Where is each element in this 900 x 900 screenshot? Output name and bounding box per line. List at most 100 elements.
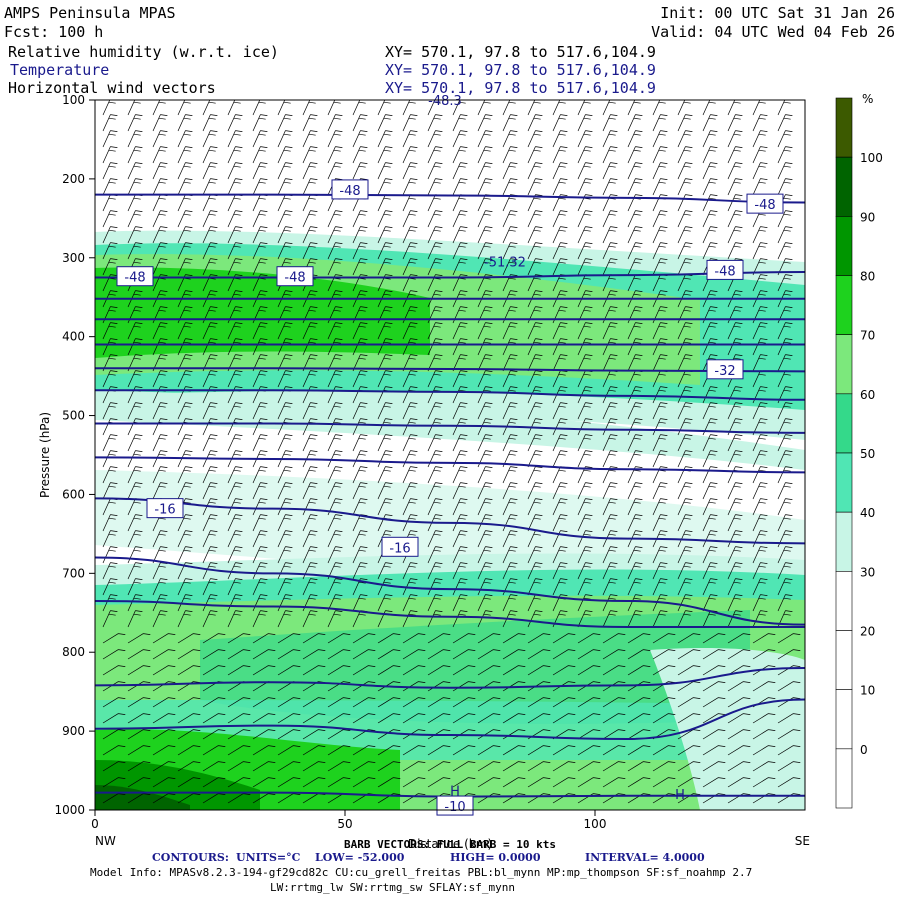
wind-barb [727, 226, 743, 244]
wind-barb [427, 665, 451, 676]
wind-barb [202, 665, 226, 676]
wind-barb [302, 114, 318, 132]
wind-barb [702, 434, 718, 452]
wind-barb [677, 777, 701, 788]
wind-barb [602, 665, 626, 676]
wind-barb [477, 146, 493, 164]
wind-barb [477, 402, 493, 420]
wind-barb [777, 777, 801, 788]
wind-barb [502, 729, 526, 740]
temperature-contour-line [95, 389, 805, 401]
wind-barb [427, 146, 443, 164]
wind-barb [477, 633, 501, 644]
wind-barb [327, 322, 343, 340]
contours-low: LOW= -52.000 [315, 851, 405, 864]
wind-barb [602, 562, 618, 580]
colorbar-swatch [835, 393, 853, 454]
wind-barb [777, 100, 791, 116]
wind-barb [577, 578, 593, 596]
wind-barb [252, 322, 268, 340]
wind-barb [727, 146, 743, 164]
wind-barb [752, 530, 768, 548]
wind-barb [777, 482, 793, 500]
temperature-contour-line [95, 193, 805, 204]
wind-barb [727, 242, 743, 260]
wind-barb [652, 386, 668, 404]
wind-barb [352, 162, 368, 180]
wind-barb [652, 482, 668, 500]
wind-barb [127, 578, 143, 596]
wind-barb [302, 633, 326, 644]
wind-barb [752, 434, 768, 452]
wind-barb [627, 482, 643, 500]
wind-barb [677, 242, 693, 260]
wind-barb [252, 530, 268, 548]
wind-barb [602, 146, 618, 164]
wind-barb [427, 697, 451, 708]
wind-barb [377, 498, 393, 516]
wind-barb [202, 713, 226, 724]
x-tick-label: 100 [584, 817, 607, 831]
wind-barb [102, 793, 126, 804]
wind-barb [702, 100, 716, 116]
wind-barb [352, 130, 368, 148]
wind-barb [227, 633, 251, 644]
wind-barb [377, 178, 393, 196]
wind-barb [127, 322, 143, 340]
wind-barb [652, 322, 668, 340]
wind-barb [427, 761, 451, 772]
wind-barb [452, 210, 468, 228]
wind-barb [752, 402, 768, 420]
wind-barb [552, 697, 576, 708]
wind-barb [327, 633, 351, 644]
wind-barb [252, 178, 268, 196]
wind-barb [202, 402, 218, 420]
wind-barb [577, 450, 593, 468]
wind-barb [177, 178, 193, 196]
wind-barb [577, 649, 601, 660]
wind-barb [127, 761, 151, 772]
wind-barb [402, 242, 418, 260]
x-axis-label: Distance (km) [408, 837, 492, 851]
wind-barb [277, 114, 293, 132]
wind-barb [252, 258, 268, 276]
wind-barb [502, 745, 526, 756]
wind-barb [477, 745, 501, 756]
wind-barb [677, 729, 701, 740]
wind-barb [377, 745, 401, 756]
wind-barb [402, 402, 418, 420]
wind-barb [502, 338, 518, 356]
rh-band-30b [95, 390, 805, 470]
wind-barb [252, 697, 276, 708]
contour-label: -51.32 [484, 256, 526, 271]
wind-barb [477, 162, 493, 180]
wind-barb [552, 482, 568, 500]
wind-barb [402, 114, 418, 132]
wind-barb [352, 146, 368, 164]
wind-barb [102, 530, 118, 548]
wind-barb [327, 338, 343, 356]
forecast-hour: Fcst: 100 h [4, 23, 103, 41]
wind-barb [352, 100, 366, 116]
wind-barb [527, 210, 543, 228]
temperature-contours [95, 193, 805, 798]
wind-barb [302, 665, 326, 676]
wind-barb [727, 562, 743, 580]
model-info-physics: LW:rrtmg_lw SW:rrtmg_sw SFLAY:sf_mynn [270, 881, 515, 894]
wind-barb [452, 610, 468, 628]
wind-barb [277, 322, 293, 340]
wind-barb [152, 729, 176, 740]
wind-barb [377, 649, 401, 660]
wind-barb [477, 530, 493, 548]
wind-barb [752, 514, 768, 532]
y-tick-label: 300 [62, 251, 85, 265]
wind-barb [527, 546, 543, 564]
wind-barb [752, 649, 776, 660]
wind-barb [327, 610, 343, 628]
wind-barb [452, 498, 468, 516]
wind-barb [427, 418, 443, 436]
wind-barb [577, 562, 593, 580]
wind-barb [177, 546, 193, 564]
wind-barb [727, 402, 743, 420]
colorbar-tick-label: 60 [860, 388, 875, 402]
